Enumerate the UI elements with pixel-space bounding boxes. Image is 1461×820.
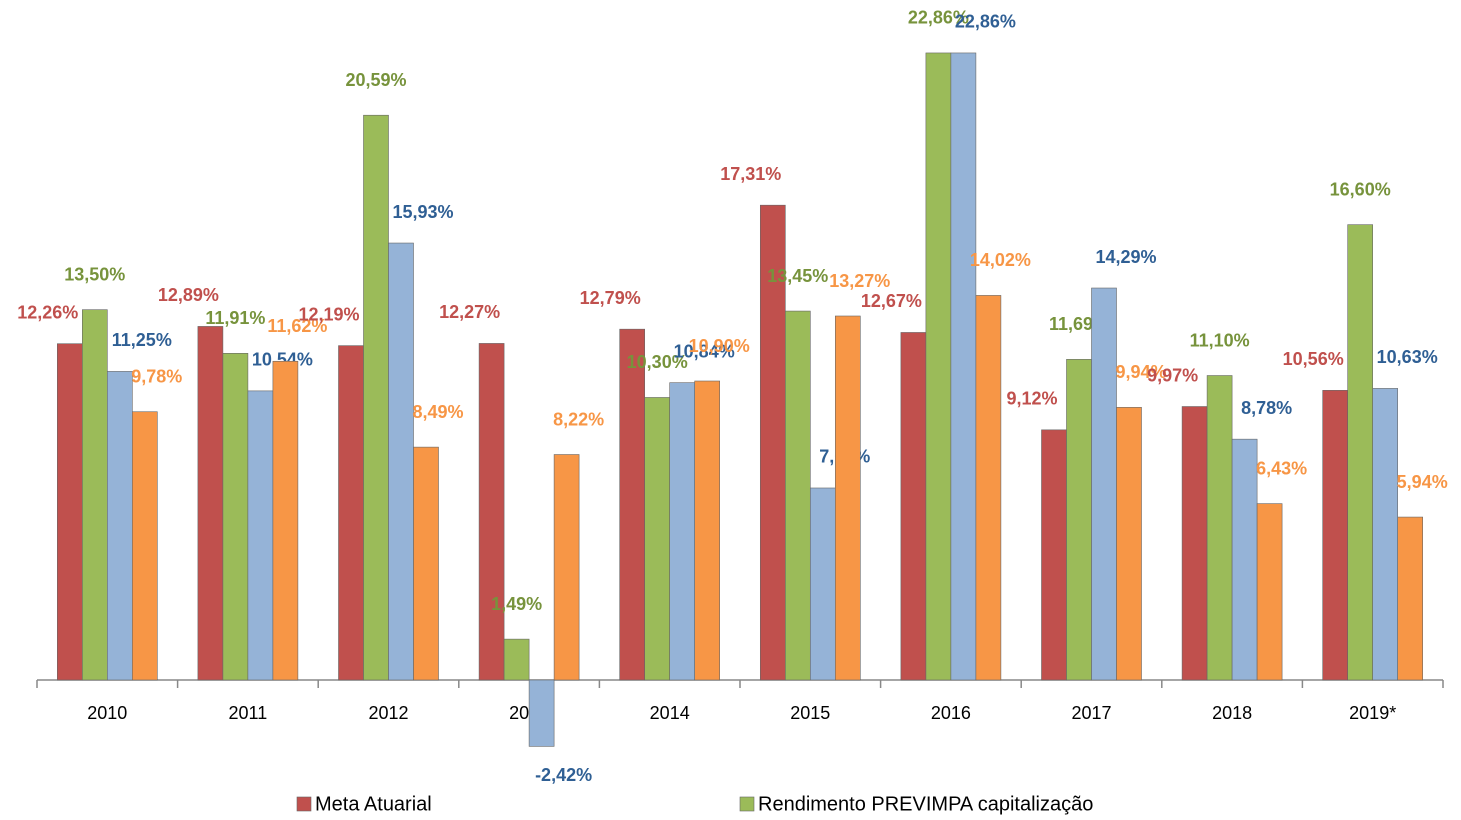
bar	[784, 310, 811, 681]
bar	[1397, 516, 1423, 681]
bar	[669, 382, 696, 681]
bar	[56, 343, 83, 681]
value-label: 10,56%	[1283, 349, 1344, 369]
x-tick-label: 2011	[229, 703, 268, 723]
value-label: 12,79%	[580, 288, 641, 308]
value-label: 20,59%	[345, 70, 406, 90]
bar	[478, 343, 505, 681]
bar	[644, 397, 671, 681]
value-label: 16,60%	[1330, 179, 1391, 199]
x-tick-label: 2016	[931, 703, 971, 723]
value-label: 8,78%	[1241, 398, 1292, 418]
value-label: 15,93%	[392, 202, 453, 222]
value-label: 22,86%	[908, 8, 969, 28]
value-label: 12,27%	[439, 302, 500, 322]
legend-label: Meta Atuarial	[315, 793, 432, 815]
bar	[503, 638, 530, 681]
bar	[619, 328, 646, 681]
value-label: 12,19%	[298, 304, 359, 324]
legend-swatch	[296, 796, 312, 812]
bar	[809, 487, 836, 681]
x-tick-label: 2014	[650, 703, 690, 723]
value-label: 22,86%	[955, 12, 1016, 32]
bar	[1181, 406, 1208, 681]
bar	[413, 446, 439, 681]
bar	[694, 380, 721, 681]
bar	[1347, 224, 1373, 681]
value-label: 10,30%	[627, 352, 688, 372]
value-label: 13,45%	[767, 266, 828, 286]
value-label: -2,42%	[535, 765, 592, 785]
bar	[272, 360, 299, 681]
bar	[132, 411, 158, 681]
value-label: 8,49%	[412, 402, 463, 422]
value-label: 11,91%	[205, 308, 265, 328]
value-label: 8,22%	[553, 409, 604, 429]
x-tick-label: 2015	[790, 703, 830, 723]
value-label: 17,31%	[720, 164, 781, 184]
bar	[222, 353, 249, 681]
x-tick-label: 2018	[1212, 703, 1252, 723]
bar	[388, 242, 414, 681]
x-tick-label: 2019*	[1349, 703, 1396, 723]
value-label: 9,78%	[131, 366, 182, 386]
value-label: 9,97%	[1147, 365, 1198, 385]
value-label: 14,29%	[1095, 247, 1156, 267]
bar	[528, 679, 555, 747]
value-label: 10,90%	[689, 336, 750, 356]
value-label: 12,89%	[158, 285, 219, 305]
value-label: 6,43%	[1256, 458, 1307, 478]
x-tick-label: 2012	[368, 703, 408, 723]
value-label: 12,26%	[17, 302, 78, 322]
bar	[247, 390, 274, 681]
bar	[1256, 503, 1283, 681]
value-label: 1,49%	[491, 594, 542, 614]
legend-label: Rendimento PREVIMPA capitalização	[758, 793, 1093, 815]
value-label: 11,10%	[1190, 330, 1250, 350]
legend-swatch	[739, 796, 755, 812]
bar	[553, 454, 580, 681]
bar	[925, 52, 952, 681]
bar	[1041, 429, 1067, 681]
value-label: 10,84%	[674, 341, 735, 361]
x-tick-label: 2010	[87, 703, 127, 723]
value-label: 13,27%	[829, 271, 890, 291]
bar	[950, 52, 977, 681]
bar	[759, 204, 786, 681]
bar	[900, 332, 927, 681]
bar	[82, 309, 108, 681]
value-label: 14,02%	[970, 250, 1031, 270]
bar	[107, 371, 133, 681]
value-label: 11,25%	[112, 330, 172, 350]
bar	[1322, 390, 1348, 681]
value-label: 5,94%	[1397, 472, 1448, 492]
bar	[1091, 287, 1117, 681]
bar	[1066, 359, 1092, 681]
bar	[975, 295, 1002, 681]
bar	[338, 345, 364, 681]
bar	[1116, 407, 1142, 681]
value-label: 11,62%	[267, 316, 327, 336]
bar	[197, 326, 224, 681]
value-label: 9,94%	[1115, 362, 1166, 382]
bar	[1231, 438, 1258, 681]
value-label: 10,63%	[1377, 347, 1438, 367]
bar	[1206, 375, 1233, 681]
bar	[1372, 388, 1398, 681]
value-label: 12,67%	[861, 291, 922, 311]
bar	[363, 114, 389, 681]
value-label: 9,12%	[1006, 389, 1057, 409]
bar	[834, 315, 861, 681]
value-label: 13,50%	[64, 264, 125, 284]
x-tick-label: 2017	[1071, 703, 1111, 723]
